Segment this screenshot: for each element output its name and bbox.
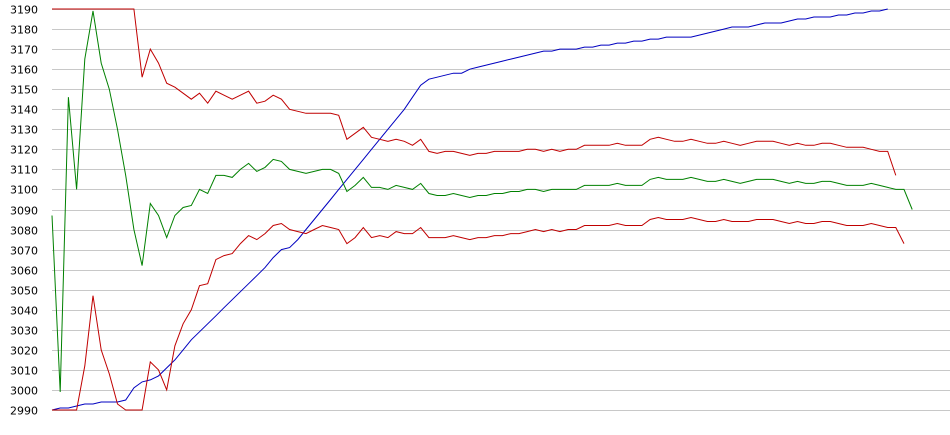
series-line-4 bbox=[52, 216, 905, 411]
y-tick-label: 3160 bbox=[10, 64, 38, 77]
y-tick-label: 3100 bbox=[10, 184, 38, 197]
y-tick-label: 3020 bbox=[10, 345, 38, 358]
y-tick-label: 3170 bbox=[10, 44, 38, 57]
series-lines bbox=[51, 8, 913, 411]
y-tick-label: 3120 bbox=[10, 144, 38, 157]
y-tick-label: 3110 bbox=[10, 164, 38, 177]
y-tick-label: 3080 bbox=[10, 225, 38, 238]
y-tick-label: 3060 bbox=[10, 265, 38, 278]
y-tick-label: 3000 bbox=[10, 385, 38, 398]
gridlines bbox=[52, 9, 950, 411]
y-tick-label: 3050 bbox=[10, 285, 38, 298]
y-tick-label: 3070 bbox=[10, 245, 38, 258]
y-tick-label: 3190 bbox=[10, 4, 38, 17]
series-line-2 bbox=[52, 8, 897, 176]
series-line-3 bbox=[51, 10, 913, 393]
y-tick-label: 3150 bbox=[10, 84, 38, 97]
y-tick-label: 3040 bbox=[10, 305, 38, 318]
series-line-1 bbox=[51, 8, 888, 411]
y-tick-label: 3010 bbox=[10, 365, 38, 378]
y-axis-tick-labels: 3190 3180 3170 3160 3150 3140 3130 3120 3110 3100… bbox=[10, 4, 38, 418]
y-tick-label: 2990 bbox=[10, 405, 38, 418]
y-tick-label: 3030 bbox=[10, 325, 38, 338]
y-tick-label: 3090 bbox=[10, 205, 38, 218]
y-tick-label: 3130 bbox=[10, 124, 38, 137]
y-tick-label: 3140 bbox=[10, 104, 38, 117]
y-tick-label: 3180 bbox=[10, 24, 38, 37]
